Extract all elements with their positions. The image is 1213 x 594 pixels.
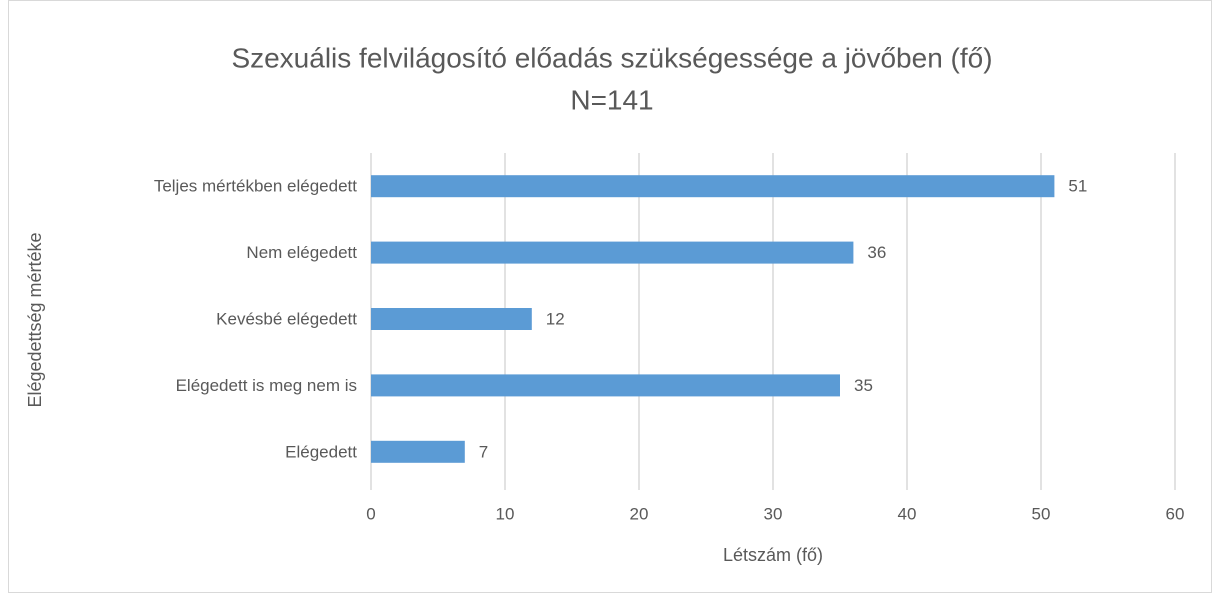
x-tick-label: 50 — [1032, 504, 1051, 523]
data-label: 7 — [479, 442, 488, 461]
y-axis-label: Elégedettség mértéke — [25, 232, 45, 407]
y-tick-label: Elégedett — [285, 442, 357, 461]
bar — [371, 440, 465, 463]
x-tick-label: 40 — [898, 504, 917, 523]
bar — [371, 175, 1055, 198]
bar — [371, 241, 854, 264]
x-tick-label: 60 — [1166, 504, 1185, 523]
chart-title: Szexuális felvilágosító előadás szüksége… — [231, 42, 992, 73]
y-tick-label: Kevésbé elégedett — [216, 309, 357, 328]
x-axis-label: Létszám (fő) — [723, 545, 823, 565]
x-tick-label: 0 — [366, 504, 375, 523]
x-tick-label: 20 — [630, 504, 649, 523]
y-tick-label: Elégedett is meg nem is — [176, 376, 357, 395]
y-tick-label: Teljes mértékben elégedett — [154, 177, 357, 196]
x-tick-label: 10 — [496, 504, 515, 523]
chart-subtitle: N=141 — [570, 84, 653, 115]
x-tick-label: 30 — [764, 504, 783, 523]
bar — [371, 374, 840, 397]
data-label: 35 — [854, 376, 873, 395]
data-label: 12 — [546, 309, 565, 328]
y-tick-label: Nem elégedett — [246, 243, 357, 262]
bar — [371, 308, 532, 330]
data-label: 51 — [1068, 177, 1087, 196]
chart-frame — [8, 0, 1212, 593]
data-label: 36 — [867, 243, 886, 262]
